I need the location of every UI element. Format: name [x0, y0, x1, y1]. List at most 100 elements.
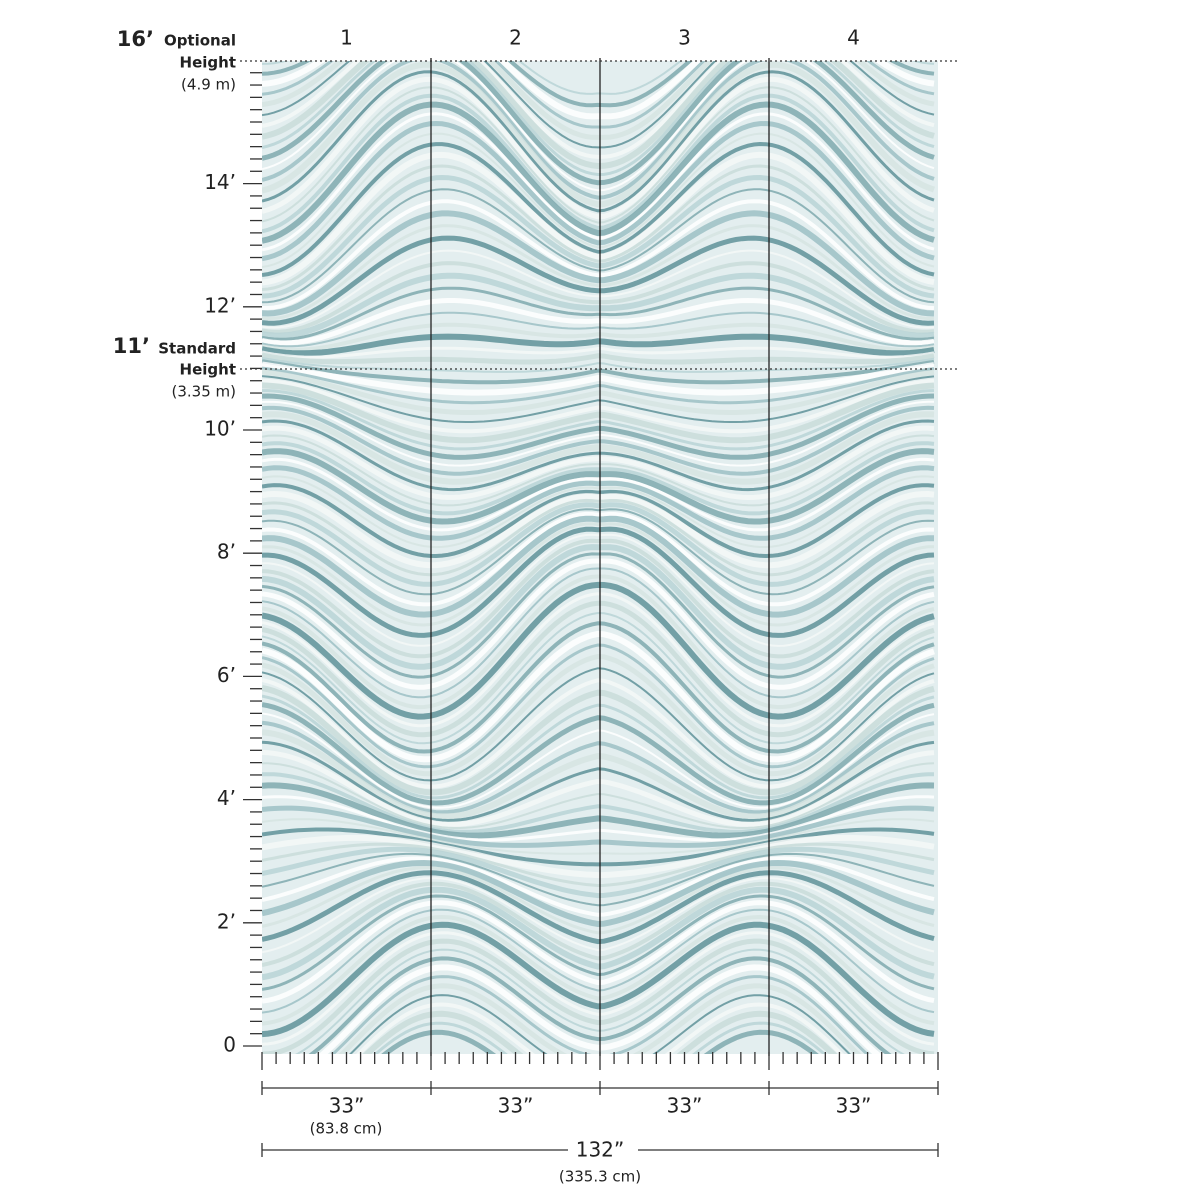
marble-vein — [262, 900, 935, 1004]
marble-vein — [262, 361, 935, 396]
optional-label2: Height — [180, 54, 236, 72]
marble-vein — [262, 483, 935, 559]
marble-vein — [262, 465, 935, 541]
marble-vein — [349, 994, 851, 1054]
standard-label2: Height — [180, 361, 236, 379]
marble-vein — [262, 441, 935, 516]
marble-vein — [355, 1002, 845, 1054]
marble-vein — [262, 448, 935, 525]
marble-vein — [262, 378, 935, 434]
marble-vein — [262, 750, 935, 827]
marble-vein — [262, 101, 935, 244]
marble-vein — [262, 475, 935, 549]
panel-width: 33” — [329, 1094, 365, 1118]
marble-vein — [262, 164, 935, 291]
marble-vein — [262, 931, 935, 1046]
marble-vein — [262, 772, 934, 834]
marble-vein — [262, 86, 935, 224]
panel-number: 4 — [847, 26, 860, 50]
optional-label: Optional — [164, 32, 236, 50]
marble-vein — [262, 425, 935, 501]
marble-vein — [262, 375, 935, 423]
marble-vein — [262, 544, 935, 670]
marble-vein — [262, 70, 935, 213]
marble-vein — [262, 61, 935, 108]
height-tick-label: 2’ — [217, 909, 236, 933]
marble-vein — [262, 818, 935, 855]
marble-vein — [262, 702, 935, 806]
marble-vein — [262, 581, 935, 720]
marble-vein — [262, 61, 935, 95]
marble-vein — [262, 842, 935, 888]
marble-vein — [262, 866, 935, 935]
marble-vein — [262, 261, 935, 334]
marble-vein — [262, 667, 935, 782]
total-width-metric: (335.3 cm) — [559, 1168, 641, 1186]
marble-vein — [262, 61, 935, 159]
marble-vein — [262, 653, 935, 777]
marble-vein — [262, 502, 935, 587]
marble-vein — [262, 894, 935, 991]
marble-vein — [262, 720, 935, 815]
marble-vein — [262, 352, 935, 365]
marble-vein — [262, 366, 935, 405]
marble-vein — [330, 975, 870, 1054]
marble-vein — [262, 938, 935, 1054]
marble-vein — [262, 61, 935, 120]
marble-vein — [262, 859, 935, 928]
height-tick-label: 0 — [223, 1033, 236, 1057]
marble-vein — [262, 552, 935, 679]
marble-vein — [262, 174, 935, 299]
marble-vein — [262, 61, 935, 186]
standard-feet: 11’ — [113, 334, 150, 358]
marble-vein — [262, 369, 935, 415]
marble-vein — [262, 61, 935, 170]
panel-width: 33” — [667, 1094, 703, 1118]
marble-vein — [262, 508, 935, 596]
marble-vein — [262, 141, 935, 277]
marble-vein — [262, 382, 935, 444]
marble-vein — [262, 684, 935, 796]
marble-vein — [262, 61, 935, 177]
marble-vein — [262, 249, 935, 329]
marble-vein — [262, 61, 935, 149]
marble-vein — [262, 881, 935, 967]
marble-vein — [262, 120, 935, 262]
height-tick-label: 12’ — [204, 293, 236, 317]
marble-vein — [262, 61, 935, 208]
marble-vein — [262, 389, 935, 451]
height-tick-label: 10’ — [204, 417, 236, 441]
panel-width: 33” — [836, 1094, 872, 1118]
panel-number: 1 — [340, 26, 353, 50]
marble-vein — [262, 678, 935, 789]
marble-vein — [262, 346, 935, 359]
marble-vein — [262, 592, 935, 728]
marble-vein — [262, 199, 935, 311]
marble-vein — [262, 782, 935, 839]
marble-vein — [262, 151, 935, 286]
height-tick-label: 8’ — [217, 540, 236, 564]
marble-vein — [338, 983, 862, 1054]
marble-vein — [262, 740, 935, 823]
marble-vein — [262, 132, 935, 268]
marble-vein — [262, 359, 935, 385]
marble-vein — [262, 921, 935, 1038]
marble-pattern — [262, 61, 935, 1054]
marble-vein — [262, 490, 935, 569]
marble-vein — [262, 224, 935, 321]
marble-vein — [262, 322, 935, 352]
total-width: 132” — [576, 1138, 625, 1162]
marble-vein — [262, 311, 935, 348]
marble-vein — [262, 61, 935, 192]
marble-vein — [262, 333, 935, 357]
marble-vein — [318, 964, 882, 1054]
marble-vein — [262, 526, 935, 638]
marble-vein — [262, 419, 935, 492]
marble-vein — [262, 515, 934, 618]
marble-vein — [262, 434, 935, 507]
marble-vein — [262, 210, 935, 317]
marble-vein — [262, 643, 935, 769]
marble-vein — [262, 61, 935, 200]
marble-vein — [262, 235, 935, 326]
marble-vein — [262, 538, 935, 659]
